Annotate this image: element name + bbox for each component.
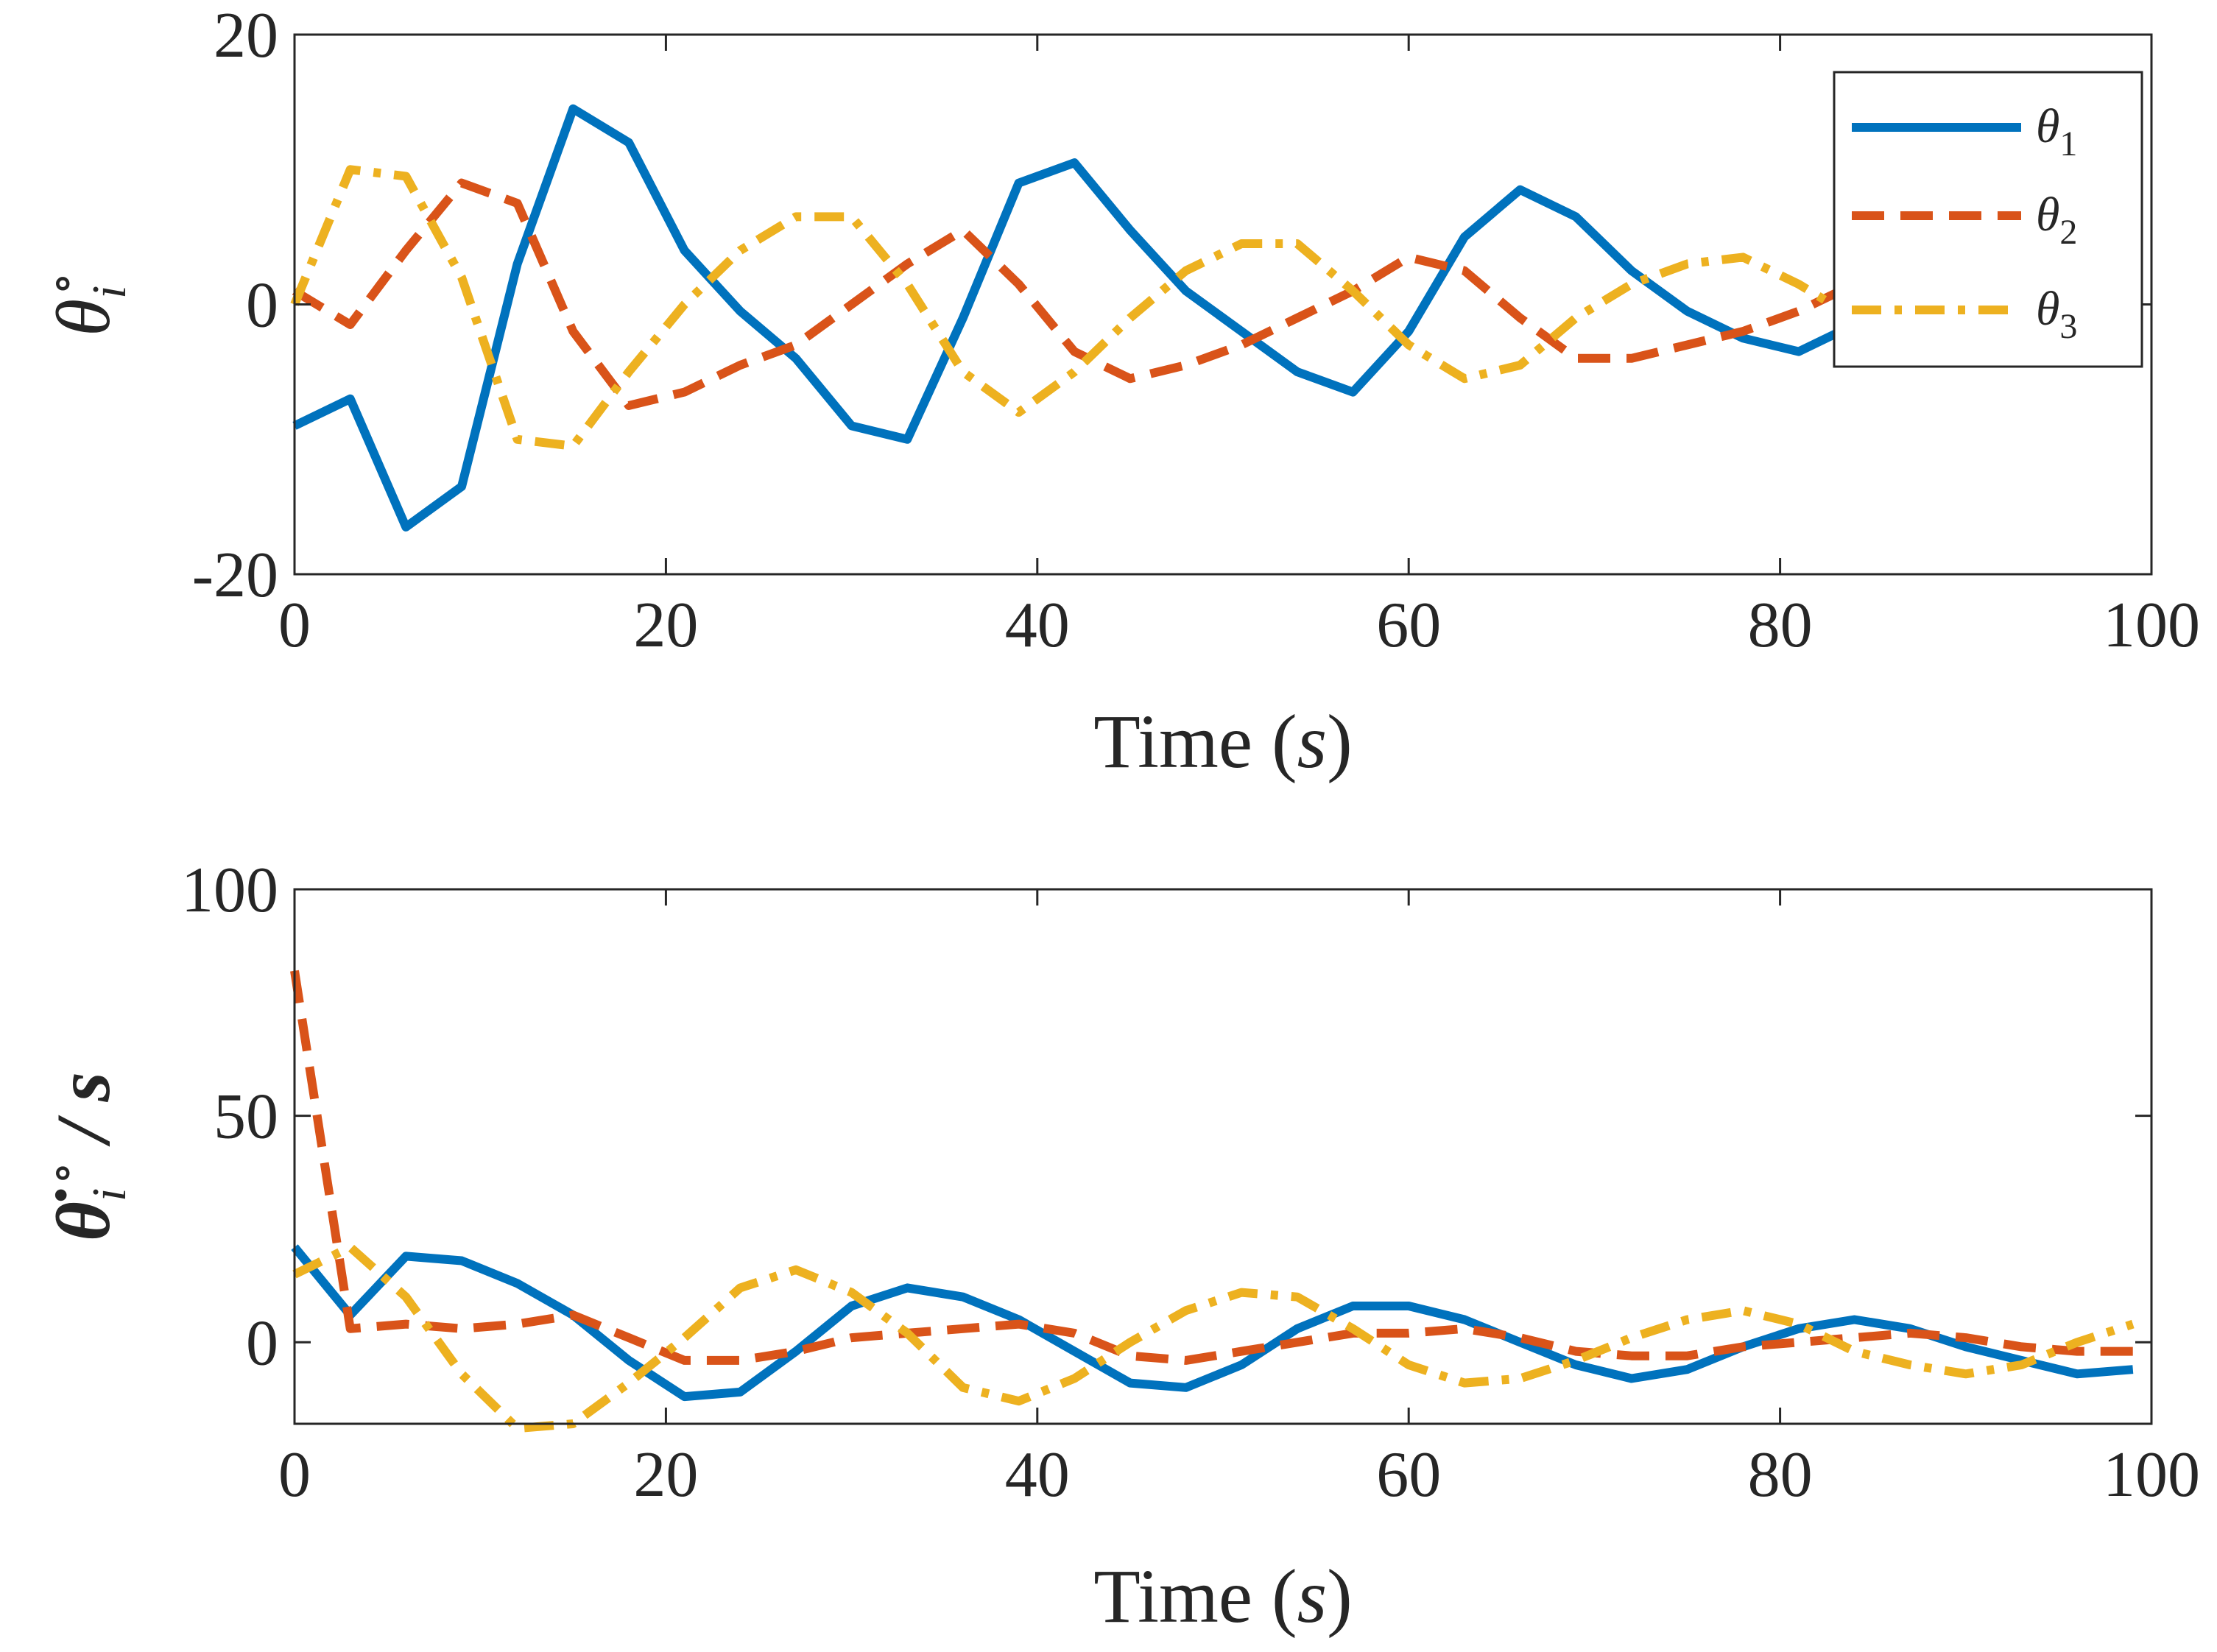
bottom-ytick-label: 0: [246, 1307, 278, 1379]
bottom-xtick-label: 100: [2103, 1439, 2200, 1511]
top-series-line-3: [290, 165, 2135, 451]
legend-label-theta2: θ2: [2036, 188, 2077, 252]
legend-box: [1833, 71, 2143, 368]
bottom-xtick-label: 80: [1748, 1439, 1813, 1511]
legend-label-theta1: θ1: [2036, 99, 2077, 163]
top-ytick-label: 20: [214, 0, 278, 71]
bottom-subplot: 0 20 40 60 80 100 0 50 100 Time (s) θ̇i∘ / s: [35, 855, 2200, 1639]
bottom-xtick-label: 60: [1376, 1439, 1441, 1511]
top-xtick-label: 0: [278, 590, 311, 661]
top-xtick-label: 20: [633, 590, 698, 661]
legend: θ1 θ2 θ3: [1833, 71, 2143, 368]
top-xtick-label: 100: [2103, 590, 2200, 661]
bottom-series-line-3: [292, 1243, 2135, 1433]
top-ylabel: θi∘: [35, 272, 136, 336]
top-series-line-1: [292, 104, 2135, 532]
bottom-plot-frame: [293, 888, 2153, 1425]
top-xtick-label: 60: [1376, 590, 1441, 661]
top-ytick-label: 0: [246, 270, 278, 342]
bottom-series-group: [290, 970, 2135, 1433]
bottom-series-line-1: [291, 1244, 2134, 1402]
top-xlabel: Time (s): [1093, 699, 1353, 784]
bottom-xlabel: Time (s): [1093, 1554, 1353, 1639]
bottom-xtick-label: 40: [1005, 1439, 1070, 1511]
bottom-ylabel: θ̇i∘ / s: [35, 1072, 136, 1241]
top-ytick-label: -20: [192, 540, 278, 611]
bottom-xtick-label: 0: [278, 1439, 311, 1511]
bottom-xtick-label: 20: [633, 1439, 698, 1511]
top-xtick-label: 40: [1005, 590, 1070, 661]
top-xtick-label: 80: [1748, 590, 1813, 661]
top-series-group: [290, 104, 2135, 532]
bottom-ytick-label: 100: [181, 855, 278, 926]
top-series-line-2: [292, 178, 2134, 410]
bottom-ticks: 0 20 40 60 80 100 0 50 100: [181, 855, 2200, 1511]
legend-label-theta3: θ3: [2036, 282, 2077, 346]
bottom-ytick-label: 50: [214, 1081, 278, 1153]
